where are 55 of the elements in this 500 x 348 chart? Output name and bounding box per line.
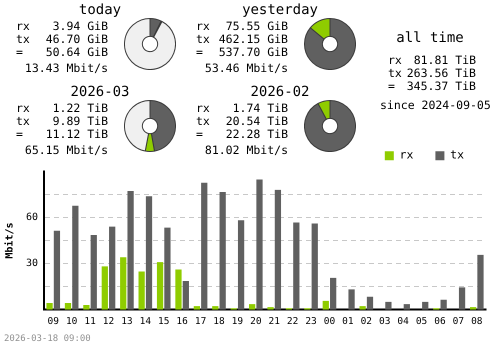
x-tick-label: 22 bbox=[286, 316, 298, 327]
text: 53.46 Mbit/s bbox=[204, 61, 288, 75]
text: 81.02 Mbit/s bbox=[204, 143, 288, 157]
x-tick-label: 11 bbox=[84, 316, 96, 327]
text: rx 3.94 GiB bbox=[16, 19, 108, 33]
text: rx 81.81 TiB bbox=[388, 53, 476, 67]
x-tick-label: 02 bbox=[360, 316, 372, 327]
text: = 537.70 GiB bbox=[196, 45, 288, 59]
text: 2026-03-18 09:00 bbox=[4, 334, 91, 344]
text: = 11.12 TiB bbox=[16, 127, 108, 141]
text: all time bbox=[395, 30, 465, 46]
x-tick-label: 10 bbox=[66, 316, 78, 327]
x-tick-label: 21 bbox=[268, 316, 280, 327]
legend-label: tx bbox=[450, 148, 464, 162]
x-tick-label: 12 bbox=[102, 316, 114, 327]
y-axis-title: Mbit/s bbox=[4, 222, 16, 259]
x-tick-label: 14 bbox=[140, 316, 152, 327]
text: tx 462.15 GiB bbox=[196, 32, 288, 46]
y-tick-label: 60 bbox=[26, 212, 38, 224]
x-tick-label: 00 bbox=[324, 316, 336, 327]
text: 13.43 Mbit/s bbox=[24, 61, 108, 75]
legend-label: rx bbox=[400, 148, 414, 162]
x-tick-label: 09 bbox=[48, 316, 60, 327]
x-tick-label: 04 bbox=[397, 316, 410, 327]
x-tick-label: 07 bbox=[452, 316, 464, 327]
text: tx 46.70 GiB bbox=[16, 32, 108, 46]
text: 65.15 Mbit/s bbox=[24, 143, 108, 157]
text: rx 1.22 TiB bbox=[16, 101, 108, 115]
chart-title: 2026-02 bbox=[249, 84, 310, 100]
chart-title: yesterday bbox=[241, 2, 319, 18]
y-tick-label: 30 bbox=[26, 258, 38, 270]
x-tick-label: 01 bbox=[342, 316, 354, 327]
x-tick-label: 18 bbox=[213, 316, 225, 327]
x-tick-label: 06 bbox=[434, 316, 446, 327]
x-tick-label: 19 bbox=[232, 316, 244, 327]
text: tx 263.56 TiB bbox=[388, 66, 476, 80]
x-tick-label: 13 bbox=[121, 316, 133, 327]
chart-title: 2026-03 bbox=[69, 84, 130, 100]
text: rx 1.74 TiB bbox=[196, 101, 288, 115]
x-tick-label: 03 bbox=[378, 316, 390, 327]
text: rx 75.55 GiB bbox=[196, 19, 288, 33]
text: tx 9.89 TiB bbox=[16, 114, 108, 128]
x-tick-label: 23 bbox=[305, 316, 317, 327]
text: = 50.64 GiB bbox=[16, 45, 108, 59]
chart-title: today bbox=[78, 2, 122, 18]
text: = 345.37 TiB bbox=[388, 79, 476, 93]
x-tick-label: 17 bbox=[194, 316, 206, 327]
text: tx 20.54 TiB bbox=[196, 114, 288, 128]
x-tick-label: 08 bbox=[471, 316, 483, 327]
text: since 2024-09-05 bbox=[380, 98, 491, 112]
x-tick-label: 15 bbox=[158, 316, 170, 327]
text: = 22.28 TiB bbox=[196, 127, 288, 141]
x-tick-label: 05 bbox=[416, 316, 428, 327]
x-tick-label: 20 bbox=[250, 316, 262, 327]
x-tick-label: 16 bbox=[176, 316, 188, 327]
